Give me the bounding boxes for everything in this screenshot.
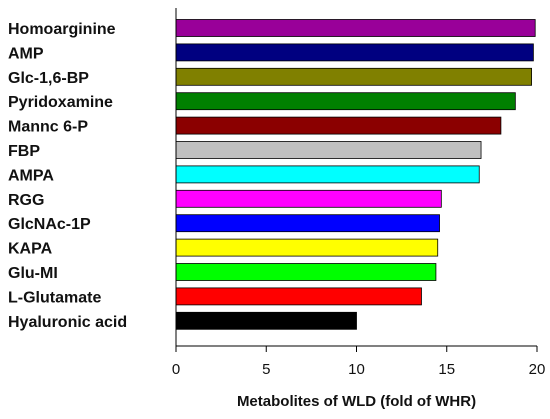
bar-homoarginine <box>175 19 536 37</box>
bar-pyridoxamine <box>175 92 516 111</box>
category-label-glu-mi: Glu-MI <box>8 265 58 282</box>
bar-rgg <box>175 189 442 208</box>
category-label-glcnac-1p: GlcNAc-1P <box>8 216 91 233</box>
category-label-fbp: FBP <box>8 143 40 160</box>
category-label-rgg: RGG <box>8 192 44 209</box>
x-tick-label: 5 <box>262 361 270 378</box>
category-label-ampa: AMPA <box>8 167 54 184</box>
x-tick-label: 0 <box>172 361 180 378</box>
category-label-l-glutamate: L-Glutamate <box>8 289 101 306</box>
x-axis-title: Metabolites of WLD (fold of WHR) <box>237 393 476 410</box>
bar-glu-mi <box>175 263 437 281</box>
bar-glcnac-1p <box>175 214 440 233</box>
bar-ampa <box>175 165 480 184</box>
x-tick-label: 20 <box>529 361 546 378</box>
x-tick-label: 10 <box>348 361 365 378</box>
bar-kapa <box>175 238 439 257</box>
category-label-kapa: KAPA <box>8 241 53 258</box>
bar-hyaluronic-acid <box>175 311 357 330</box>
x-tick-label: 15 <box>438 361 455 378</box>
category-label-pyridoxamine: Pyridoxamine <box>8 94 113 111</box>
x-axis-ticks: 0 5 10 15 20 <box>172 346 546 378</box>
category-label-mannc-6-p: Mannc 6-P <box>8 119 88 136</box>
category-label-amp: AMP <box>8 45 44 62</box>
category-label-glc-1-6-bp: Glc-1,6-BP <box>8 70 89 87</box>
bar-l-glutamate <box>175 287 422 306</box>
category-label-homoarginine: Homoarginine <box>8 21 116 38</box>
bar-glc-1-6-bp <box>175 67 532 86</box>
category-label-hyaluronic-acid: Hyaluronic acid <box>8 314 127 331</box>
bar-mannc-6-p <box>175 116 502 135</box>
bar-amp <box>175 43 534 62</box>
category-labels: Homoarginine AMP Glc-1,6-BP Pyridoxamine Man… <box>8 21 127 331</box>
bar-fbp <box>175 141 482 159</box>
bars-group <box>175 19 536 330</box>
